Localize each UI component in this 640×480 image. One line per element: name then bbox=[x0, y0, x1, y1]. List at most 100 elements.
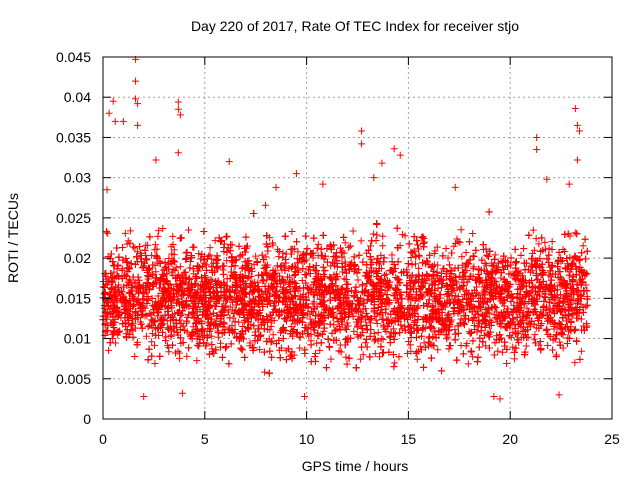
data-point bbox=[145, 309, 153, 317]
data-point bbox=[131, 353, 139, 361]
data-point bbox=[357, 355, 365, 363]
data-point bbox=[582, 303, 590, 311]
data-point bbox=[571, 359, 579, 367]
data-point bbox=[542, 327, 550, 335]
data-point bbox=[151, 341, 159, 349]
data-point bbox=[349, 227, 357, 235]
data-point bbox=[361, 305, 369, 313]
data-point bbox=[372, 316, 380, 324]
data-point bbox=[469, 252, 477, 260]
data-point bbox=[557, 306, 565, 314]
data-point bbox=[459, 350, 467, 358]
data-point bbox=[498, 348, 506, 356]
data-point bbox=[142, 332, 150, 340]
data-point bbox=[541, 238, 549, 246]
data-point bbox=[293, 238, 301, 246]
data-point bbox=[183, 248, 191, 256]
data-point bbox=[469, 273, 477, 281]
data-point bbox=[464, 360, 472, 368]
data-point bbox=[581, 235, 589, 243]
data-point bbox=[311, 353, 319, 361]
data-point bbox=[223, 232, 231, 240]
data-point bbox=[353, 331, 361, 339]
data-point bbox=[211, 237, 219, 245]
data-point bbox=[418, 346, 426, 354]
data-point bbox=[391, 359, 399, 367]
data-point bbox=[208, 295, 216, 303]
data-point bbox=[321, 305, 329, 313]
data-point bbox=[420, 339, 428, 347]
data-point bbox=[565, 327, 573, 335]
data-point bbox=[220, 240, 228, 248]
data-point bbox=[522, 342, 530, 350]
data-point bbox=[126, 227, 134, 235]
data-point bbox=[422, 344, 430, 352]
data-point bbox=[153, 312, 161, 320]
data-point bbox=[316, 346, 324, 354]
data-point bbox=[469, 230, 477, 238]
data-point bbox=[503, 360, 511, 368]
data-point bbox=[294, 248, 302, 256]
data-point bbox=[298, 276, 306, 284]
data-point bbox=[361, 339, 369, 347]
data-point bbox=[110, 268, 118, 276]
data-point bbox=[350, 327, 358, 335]
data-point bbox=[556, 338, 564, 346]
data-point bbox=[317, 339, 325, 347]
data-point bbox=[425, 296, 433, 304]
data-point bbox=[168, 268, 176, 276]
data-point bbox=[370, 330, 378, 338]
data-point bbox=[413, 355, 421, 363]
data-point bbox=[186, 257, 194, 265]
data-point bbox=[288, 228, 296, 235]
data-point bbox=[159, 225, 167, 233]
data-point bbox=[549, 346, 557, 354]
data-point bbox=[183, 352, 191, 360]
data-points bbox=[99, 55, 591, 403]
data-point bbox=[442, 281, 450, 289]
data-point bbox=[267, 322, 275, 330]
chart-title: Day 220 of 2017, Rate Of TEC Index for r… bbox=[191, 18, 519, 34]
data-point bbox=[530, 246, 538, 254]
data-point bbox=[530, 335, 538, 343]
data-point bbox=[577, 347, 585, 355]
data-point bbox=[485, 208, 493, 216]
data-point bbox=[245, 325, 253, 333]
data-point bbox=[379, 335, 387, 343]
data-point bbox=[454, 238, 462, 246]
data-point bbox=[423, 257, 431, 265]
data-point bbox=[367, 319, 375, 327]
data-point bbox=[577, 315, 585, 323]
data-point bbox=[261, 368, 269, 376]
data-point bbox=[392, 330, 400, 338]
data-point bbox=[193, 341, 201, 349]
data-point bbox=[470, 253, 478, 261]
data-point bbox=[379, 232, 387, 240]
data-point bbox=[306, 315, 314, 323]
data-point bbox=[314, 240, 322, 248]
data-point bbox=[118, 267, 126, 275]
data-point bbox=[272, 297, 280, 305]
data-point bbox=[330, 321, 338, 329]
data-point bbox=[576, 355, 584, 363]
data-point bbox=[358, 281, 366, 289]
data-point bbox=[579, 242, 587, 250]
data-point bbox=[169, 232, 177, 240]
data-point bbox=[267, 338, 275, 346]
data-point bbox=[520, 245, 528, 253]
data-point bbox=[488, 262, 496, 270]
data-point bbox=[151, 241, 159, 249]
data-point bbox=[185, 344, 193, 352]
data-point bbox=[341, 239, 349, 247]
data-point bbox=[354, 276, 362, 284]
data-point bbox=[263, 313, 271, 321]
data-point bbox=[256, 346, 264, 354]
data-point bbox=[434, 284, 442, 292]
data-point bbox=[437, 284, 445, 292]
data-point bbox=[376, 353, 384, 361]
data-point bbox=[371, 350, 379, 358]
data-point bbox=[252, 252, 260, 260]
data-point bbox=[228, 298, 236, 306]
data-point bbox=[176, 263, 184, 271]
